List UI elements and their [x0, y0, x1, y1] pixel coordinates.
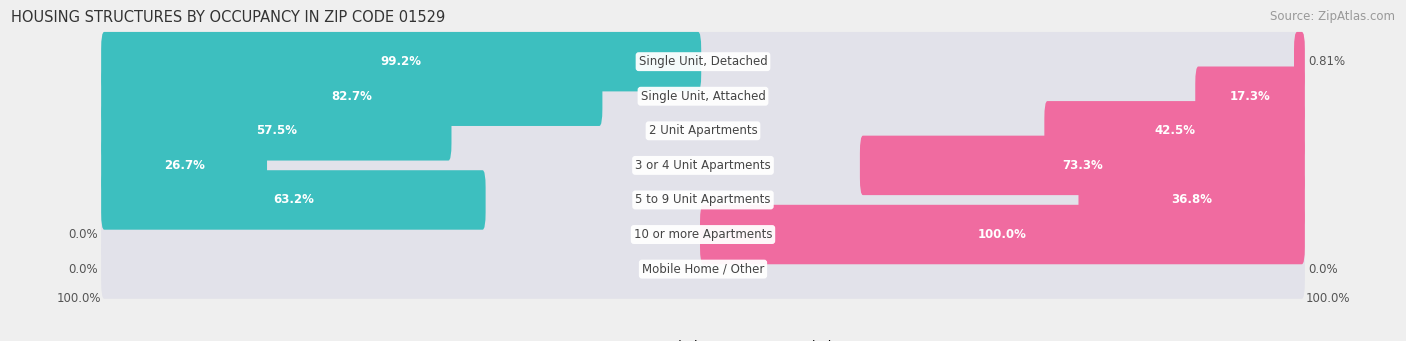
FancyBboxPatch shape: [101, 170, 1305, 230]
Text: 100.0%: 100.0%: [56, 292, 101, 305]
Text: 0.0%: 0.0%: [1308, 263, 1337, 276]
Text: 0.0%: 0.0%: [69, 263, 98, 276]
Text: 57.5%: 57.5%: [256, 124, 297, 137]
Text: Single Unit, Attached: Single Unit, Attached: [641, 90, 765, 103]
FancyBboxPatch shape: [101, 170, 485, 230]
FancyBboxPatch shape: [860, 136, 1305, 195]
Text: 2 Unit Apartments: 2 Unit Apartments: [648, 124, 758, 137]
Text: HOUSING STRUCTURES BY OCCUPANCY IN ZIP CODE 01529: HOUSING STRUCTURES BY OCCUPANCY IN ZIP C…: [11, 10, 446, 25]
FancyBboxPatch shape: [1294, 32, 1305, 91]
Text: 100.0%: 100.0%: [979, 228, 1026, 241]
FancyBboxPatch shape: [101, 136, 1305, 195]
Text: Single Unit, Detached: Single Unit, Detached: [638, 55, 768, 68]
Text: Source: ZipAtlas.com: Source: ZipAtlas.com: [1270, 10, 1395, 23]
FancyBboxPatch shape: [1078, 170, 1305, 230]
Text: 0.81%: 0.81%: [1308, 55, 1346, 68]
FancyBboxPatch shape: [101, 101, 1305, 161]
FancyBboxPatch shape: [101, 101, 451, 161]
Text: 99.2%: 99.2%: [381, 55, 422, 68]
Text: 17.3%: 17.3%: [1230, 90, 1271, 103]
FancyBboxPatch shape: [101, 239, 1305, 299]
Text: 5 to 9 Unit Apartments: 5 to 9 Unit Apartments: [636, 193, 770, 206]
FancyBboxPatch shape: [101, 66, 602, 126]
FancyBboxPatch shape: [101, 205, 1305, 264]
Text: 26.7%: 26.7%: [163, 159, 204, 172]
Text: Mobile Home / Other: Mobile Home / Other: [641, 263, 765, 276]
Text: 10 or more Apartments: 10 or more Apartments: [634, 228, 772, 241]
Text: 63.2%: 63.2%: [273, 193, 314, 206]
Text: 0.0%: 0.0%: [69, 228, 98, 241]
Legend: Owner-occupied, Renter-occupied: Owner-occupied, Renter-occupied: [574, 340, 832, 341]
FancyBboxPatch shape: [101, 32, 1305, 91]
Text: 3 or 4 Unit Apartments: 3 or 4 Unit Apartments: [636, 159, 770, 172]
Text: 100.0%: 100.0%: [1305, 292, 1350, 305]
FancyBboxPatch shape: [1045, 101, 1305, 161]
FancyBboxPatch shape: [700, 205, 1305, 264]
FancyBboxPatch shape: [101, 66, 1305, 126]
Text: 36.8%: 36.8%: [1171, 193, 1212, 206]
FancyBboxPatch shape: [1195, 66, 1305, 126]
Text: 73.3%: 73.3%: [1062, 159, 1102, 172]
FancyBboxPatch shape: [101, 32, 702, 91]
Text: 82.7%: 82.7%: [332, 90, 373, 103]
Text: 42.5%: 42.5%: [1154, 124, 1195, 137]
FancyBboxPatch shape: [101, 136, 267, 195]
